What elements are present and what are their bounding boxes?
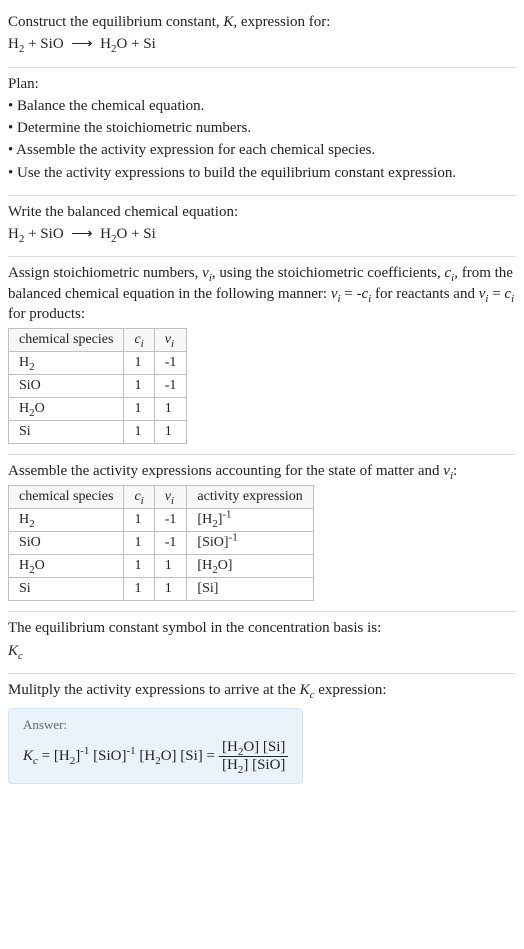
ci-cell: 1 (124, 509, 154, 532)
table-row: H2 1 -1 (9, 352, 187, 375)
kc-symbol: Kc (8, 641, 516, 661)
section-answer: Mulitply the activity expressions to arr… (8, 674, 516, 794)
ci-cell: 1 (124, 578, 154, 601)
ci-cell: 1 (124, 375, 154, 398)
species-cell: Si (9, 578, 124, 601)
stoich-table: chemical species ci νi H2 1 -1 SiO 1 -1 … (8, 328, 187, 444)
title-text: Construct the equilibrium constant, K, e… (8, 14, 330, 30)
table-row: H2O 1 1 [H2O] (9, 555, 314, 578)
col-ci: ci (124, 486, 154, 509)
activity-heading: Assemble the activity expressions accoun… (8, 461, 516, 481)
title-line: Construct the equilibrium constant, K, e… (8, 12, 516, 32)
section-activity: Assemble the activity expressions accoun… (8, 455, 516, 611)
answer-label: Answer: (23, 717, 288, 733)
ci-cell: 1 (124, 398, 154, 421)
section-balanced: Write the balanced chemical equation: H2… (8, 196, 516, 257)
answer-equation: Kc = [H2]-1 [SiO]-1 [H2O] [Si] = [H2O] [… (23, 739, 288, 773)
table-row: H2 1 -1 [H2]-1 (9, 509, 314, 532)
ci-cell: 1 (124, 421, 154, 444)
balanced-equation: H2 + SiO ⟶ H2O + Si (8, 224, 516, 244)
vi-cell: -1 (154, 509, 187, 532)
table-row: SiO 1 -1 (9, 375, 187, 398)
section-plan: Plan: • Balance the chemical equation. •… (8, 68, 516, 195)
section-kc-symbol: The equilibrium constant symbol in the c… (8, 612, 516, 673)
species-cell: Si (9, 421, 124, 444)
activity-cell: [SiO]-1 (187, 532, 313, 555)
plan-item-4: • Use the activity expressions to build … (8, 163, 516, 183)
species-cell: H2O (9, 555, 124, 578)
vi-cell: -1 (154, 532, 187, 555)
activity-cell: [H2O] (187, 555, 313, 578)
species-cell: H2 (9, 352, 124, 375)
multiply-text: Mulitply the activity expressions to arr… (8, 680, 516, 700)
section-title: Construct the equilibrium constant, K, e… (8, 6, 516, 67)
activity-cell: [H2]-1 (187, 509, 313, 532)
vi-cell: 1 (154, 555, 187, 578)
plan-item-3: • Assemble the activity expression for e… (8, 140, 516, 160)
table-header-row: chemical species ci νi activity expressi… (9, 486, 314, 509)
answer-fraction: [H2O] [Si] [H2] [SiO] (219, 739, 288, 773)
section-stoich: Assign stoichiometric numbers, νi, using… (8, 257, 516, 454)
fraction-numerator: [H2O] [Si] (219, 739, 288, 756)
vi-cell: 1 (154, 421, 187, 444)
vi-cell: 1 (154, 578, 187, 601)
balanced-heading: Write the balanced chemical equation: (8, 202, 516, 222)
plan-item-2: • Determine the stoichiometric numbers. (8, 118, 516, 138)
species-cell: SiO (9, 375, 124, 398)
plan-item-1: • Balance the chemical equation. (8, 96, 516, 116)
vi-cell: -1 (154, 352, 187, 375)
species-cell: SiO (9, 532, 124, 555)
ci-cell: 1 (124, 352, 154, 375)
col-species: chemical species (9, 486, 124, 509)
activity-table: chemical species ci νi activity expressi… (8, 485, 314, 601)
table-row: SiO 1 -1 [SiO]-1 (9, 532, 314, 555)
main-equation: H2 + SiO ⟶ H2O + Si (8, 34, 516, 54)
page: Construct the equilibrium constant, K, e… (0, 0, 524, 810)
table-header-row: chemical species ci νi (9, 329, 187, 352)
plan-heading: Plan: (8, 74, 516, 94)
table-row: Si 1 1 (9, 421, 187, 444)
species-cell: H2 (9, 509, 124, 532)
fraction-denominator: [H2] [SiO] (219, 756, 288, 774)
col-activity: activity expression (187, 486, 313, 509)
col-ci: ci (124, 329, 154, 352)
answer-box: Answer: Kc = [H2]-1 [SiO]-1 [H2O] [Si] =… (8, 708, 303, 784)
table-row: H2O 1 1 (9, 398, 187, 421)
species-cell: H2O (9, 398, 124, 421)
activity-cell: [Si] (187, 578, 313, 601)
col-vi: νi (154, 486, 187, 509)
ci-cell: 1 (124, 532, 154, 555)
table-row: Si 1 1 [Si] (9, 578, 314, 601)
stoich-text: Assign stoichiometric numbers, νi, using… (8, 263, 516, 324)
col-vi: νi (154, 329, 187, 352)
ci-cell: 1 (124, 555, 154, 578)
vi-cell: -1 (154, 375, 187, 398)
col-species: chemical species (9, 329, 124, 352)
vi-cell: 1 (154, 398, 187, 421)
answer-lhs: Kc = [H2]-1 [SiO]-1 [H2O] [Si] = (23, 748, 215, 765)
kc-text: The equilibrium constant symbol in the c… (8, 618, 516, 638)
